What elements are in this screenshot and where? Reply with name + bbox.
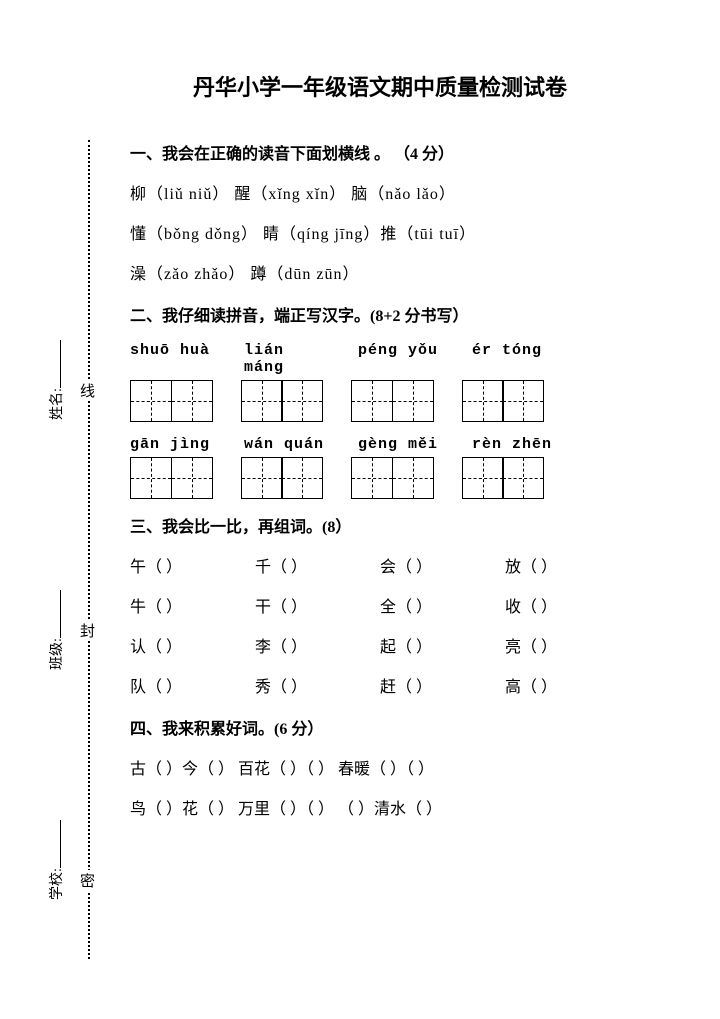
binding-char: 封 xyxy=(80,620,95,641)
tianzi-box[interactable] xyxy=(392,380,434,422)
s3-cell: 李（ ） xyxy=(255,633,380,657)
binding-margin: 学校: 班级: 姓名: 密 封 线 xyxy=(40,140,110,959)
s3-cell: 认（ ） xyxy=(130,633,255,657)
section-4-head: 四、我来积累好词。(6 分） xyxy=(130,715,630,739)
s3-cell: 放（ ） xyxy=(505,553,630,577)
s4-line: 鸟（ ）花（ ） 万里（ ）（ ） （ ）清水（ ） xyxy=(130,795,630,819)
s3-row: 认（ ）李（ ）起（ ）亮（ ） xyxy=(130,633,630,657)
s3-cell: 亮（ ） xyxy=(505,633,630,657)
tianzi-row xyxy=(130,380,630,422)
s1-line: 懂（bǒng dǒng） 睛（qíng jīng）推（tūi tuī） xyxy=(130,220,630,244)
tianzi-box[interactable] xyxy=(502,380,544,422)
tianzi-box[interactable] xyxy=(241,457,283,499)
s3-cell: 秀（ ） xyxy=(255,673,380,697)
s3-cell: 牛（ ） xyxy=(130,593,255,617)
binding-label: 班级: xyxy=(46,590,66,670)
binding-label: 学校: xyxy=(46,820,66,900)
tianzi-box[interactable] xyxy=(241,380,283,422)
pinyin-group: wán quán xyxy=(244,436,330,453)
pinyin-row: shuō huà lián máng péng yǒu ér tóng xyxy=(130,342,630,376)
pinyin-group: lián máng xyxy=(244,342,330,376)
tianzi-box[interactable] xyxy=(171,380,213,422)
s4-line: 古（ ）今（ ） 百花（ ）（ ） 春暖（ ）（ ） xyxy=(130,755,630,779)
tianzi-box[interactable] xyxy=(462,380,504,422)
pinyin-row: gān jìng wán quán gèng měi rèn zhēn xyxy=(130,436,630,453)
tianzi-box[interactable] xyxy=(462,457,504,499)
tianzi-box[interactable] xyxy=(171,457,213,499)
s3-cell: 收（ ） xyxy=(505,593,630,617)
tianzi-box[interactable] xyxy=(502,457,544,499)
tianzi-pair xyxy=(351,380,434,422)
s3-cell: 千（ ） xyxy=(255,553,380,577)
binding-char: 线 xyxy=(80,380,95,401)
s3-row: 午（ ）千（ ）会（ ）放（ ） xyxy=(130,553,630,577)
page-title: 丹华小学一年级语文期中质量检测试卷 xyxy=(130,70,630,102)
section-2-head: 二、我仔细读拼音，端正写汉字。(8+2 分书写） xyxy=(130,302,630,326)
s3-row: 队（ ）秀（ ）赶（ ）高（ ） xyxy=(130,673,630,697)
tianzi-box[interactable] xyxy=(281,380,323,422)
s3-cell: 起（ ） xyxy=(380,633,505,657)
tianzi-box[interactable] xyxy=(392,457,434,499)
pinyin-group: rèn zhēn xyxy=(472,436,558,453)
tianzi-box[interactable] xyxy=(351,380,393,422)
tianzi-pair xyxy=(241,380,324,422)
s3-cell: 队（ ） xyxy=(130,673,255,697)
tianzi-pair xyxy=(351,457,434,499)
tianzi-box[interactable] xyxy=(281,457,323,499)
pinyin-group: shuō huà xyxy=(130,342,216,376)
pinyin-group: ér tóng xyxy=(472,342,558,376)
section-3-head: 三、我会比一比，再组词。(8） xyxy=(130,513,630,537)
s3-cell: 会（ ） xyxy=(380,553,505,577)
section-1-head: 一、我会在正确的读音下面划横线 。 （4 分） xyxy=(130,140,630,164)
s3-row: 牛（ ）干（ ）全（ ）收（ ） xyxy=(130,593,630,617)
s3-cell: 全（ ） xyxy=(380,593,505,617)
pinyin-group: gān jìng xyxy=(130,436,216,453)
tianzi-pair xyxy=(241,457,324,499)
pinyin-group: gèng měi xyxy=(358,436,444,453)
binding-char: 密 xyxy=(80,870,95,891)
tianzi-pair xyxy=(462,457,545,499)
tianzi-row xyxy=(130,457,630,499)
pinyin-group: péng yǒu xyxy=(358,342,444,376)
s3-cell: 赶（ ） xyxy=(380,673,505,697)
s1-line: 澡（zǎo zhǎo） 蹲（dūn zūn） xyxy=(130,260,630,284)
binding-label: 姓名: xyxy=(46,340,66,420)
s3-cell: 高（ ） xyxy=(505,673,630,697)
tianzi-pair xyxy=(130,380,213,422)
tianzi-box[interactable] xyxy=(351,457,393,499)
tianzi-box[interactable] xyxy=(130,457,172,499)
tianzi-pair xyxy=(462,380,545,422)
tianzi-box[interactable] xyxy=(130,380,172,422)
binding-dotted-line xyxy=(88,140,90,959)
s1-line: 柳（liǔ niǔ） 醒（xǐng xǐn） 脑（nǎo lǎo） xyxy=(130,180,630,204)
s3-cell: 午（ ） xyxy=(130,553,255,577)
s3-cell: 干（ ） xyxy=(255,593,380,617)
tianzi-pair xyxy=(130,457,213,499)
